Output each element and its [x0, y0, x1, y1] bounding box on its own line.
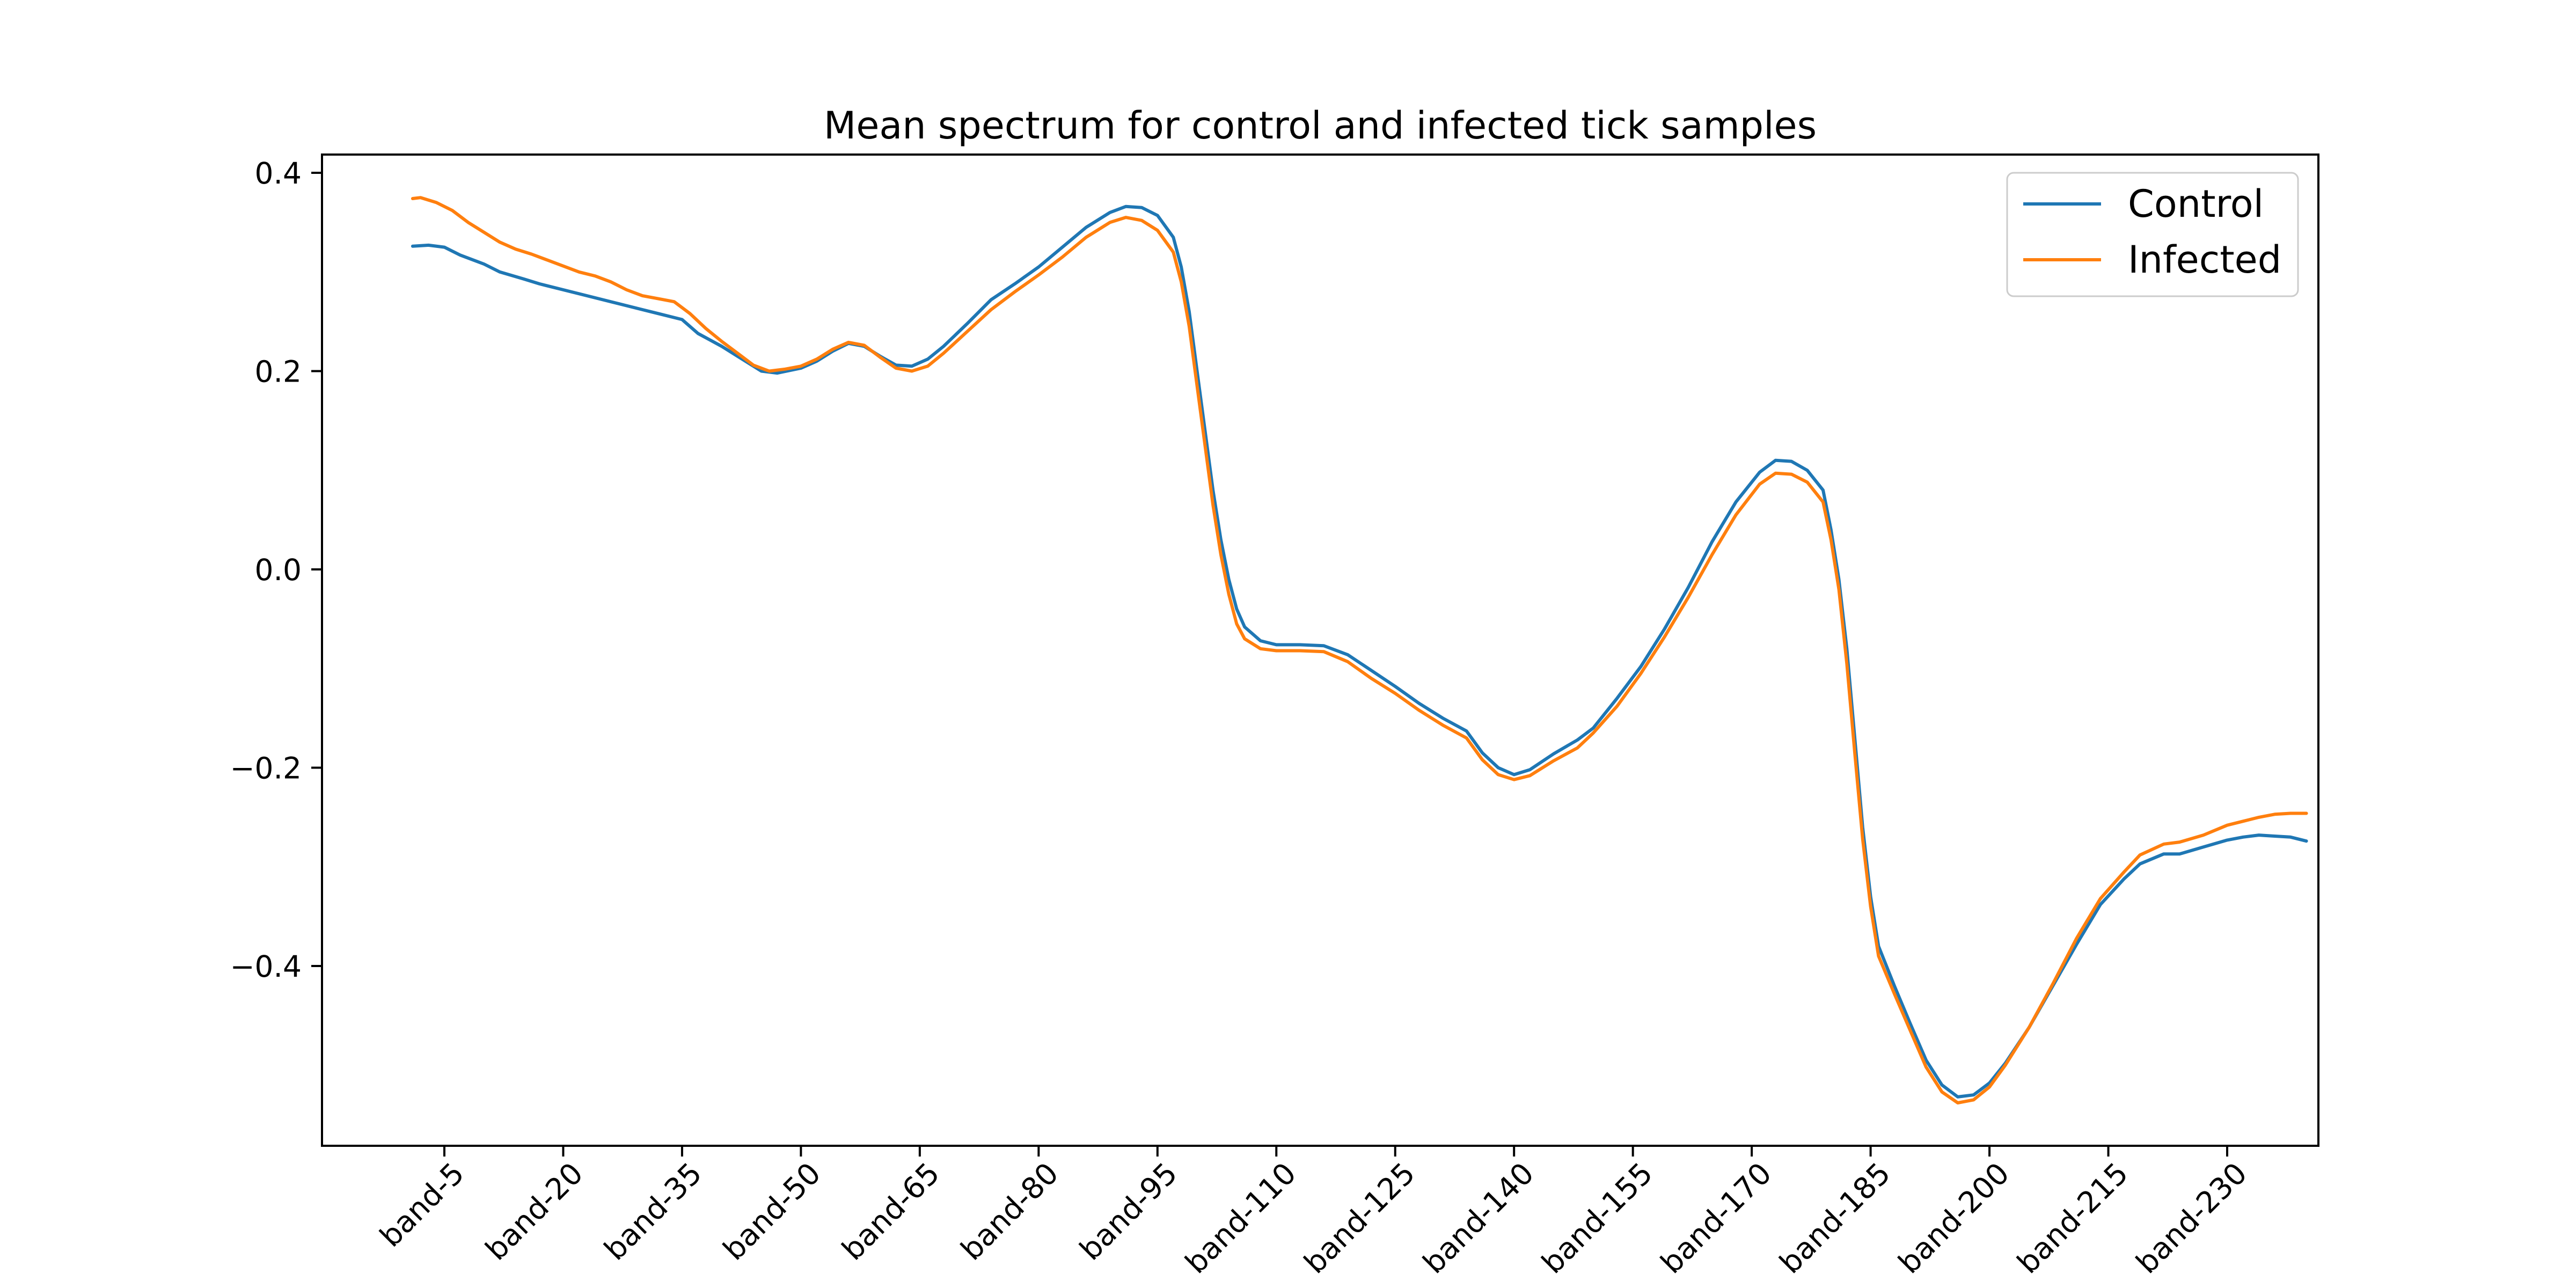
chart-title: Mean spectrum for control and infected t…	[824, 104, 1817, 148]
legend-label-infected: Infected	[2128, 238, 2281, 282]
y-tick-label: −0.4	[230, 949, 302, 984]
legend: Control Infected	[2006, 172, 2299, 297]
y-axis: 0.4 0.2 0.0 −0.2 −0.4	[230, 156, 322, 984]
y-tick-label: 0.0	[255, 553, 302, 587]
y-tick-label: 0.4	[255, 156, 302, 191]
y-tick-label: 0.2	[255, 355, 302, 389]
y-tick-label: −0.2	[230, 751, 302, 786]
legend-label-control: Control	[2128, 182, 2264, 226]
series-layer	[411, 196, 2308, 1104]
series-line-infected	[411, 196, 2308, 1104]
series-line-control	[411, 204, 2308, 1099]
plot-frame	[321, 153, 2319, 1147]
